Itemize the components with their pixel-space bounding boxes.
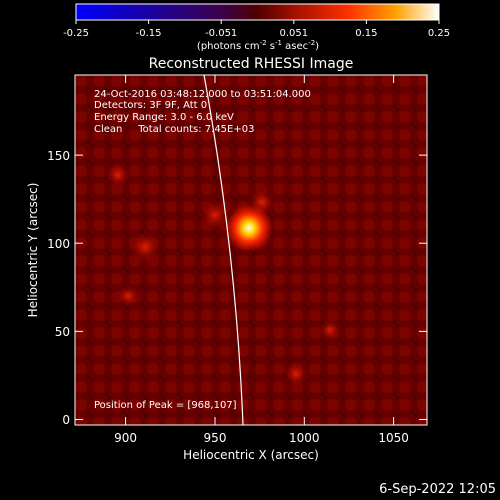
y-tick-label: 50 [55, 325, 70, 339]
secondary-source [320, 320, 340, 340]
secondary-source [117, 285, 139, 307]
y-axis-title: Heliocentric Y (arcsec) [26, 183, 40, 318]
colorbar-tick-label: -0.25 [63, 28, 89, 39]
x-tick-label: 1000 [289, 431, 320, 445]
secondary-source [284, 362, 308, 386]
colorbar-tick-marks [75, 20, 440, 24]
x-tick-label: 1050 [378, 431, 409, 445]
colorbar-tick-label: 0.25 [428, 28, 450, 39]
secondary-source [130, 232, 160, 262]
y-tick-label: 100 [47, 237, 70, 251]
y-tick-label: 0 [62, 413, 70, 427]
peak-position-label: Position of Peak = [968,107] [94, 400, 237, 411]
observation-info: 24-Oct-2016 03:48:12.000 to 03:51:04.000… [94, 89, 311, 135]
colorbar: -0.25 -0.15 -0.051 0.051 0.15 0.25 (phot… [63, 3, 450, 52]
secondary-source [106, 163, 130, 187]
secondary-source [201, 201, 229, 229]
colorbar-tick-label: 0.051 [279, 28, 308, 39]
info-detectors: Detectors: 3F 9F, Att 0 [94, 100, 207, 111]
y-axis [75, 154, 427, 420]
footer-timestamp: 6-Sep-2022 12:05 [379, 482, 496, 497]
solar-limb [203, 75, 244, 425]
info-clean-counts: Clean Total counts: 7.45E+03 [94, 124, 254, 135]
colorbar-tick-label: 0.15 [355, 28, 377, 39]
x-axis [125, 75, 395, 425]
peak-source [225, 204, 273, 252]
info-energy-range: Energy Range: 3.0 - 6.0 keV [94, 112, 234, 123]
colorbar-unit-label: (photons cm-2 s-1 asec-2) [197, 39, 319, 52]
rhessi-image [75, 75, 427, 425]
info-time-range: 24-Oct-2016 03:48:12.000 to 03:51:04.000 [94, 89, 311, 100]
plot-title: Reconstructed RHESSI Image [149, 56, 354, 72]
x-tick-label: 900 [114, 431, 137, 445]
colorbar-gradient [75, 3, 440, 21]
x-tick-label: 950 [204, 431, 227, 445]
y-tick-label: 150 [47, 149, 70, 163]
plot-frame [74, 74, 428, 426]
x-axis-title: Heliocentric X (arcsec) [183, 448, 319, 462]
colorbar-tick-label: -0.15 [136, 28, 162, 39]
colorbar-tick-label: -0.051 [205, 28, 237, 39]
